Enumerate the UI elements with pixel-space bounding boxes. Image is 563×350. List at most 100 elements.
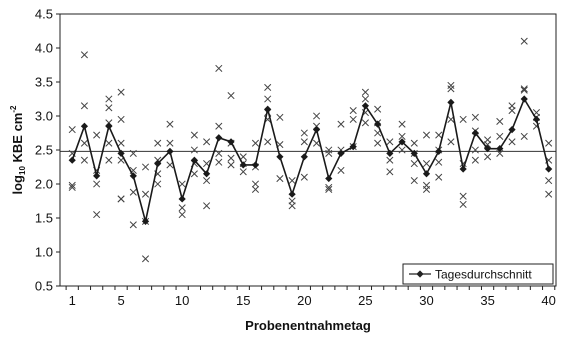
replicate-x-marker: [459, 115, 467, 123]
replicate-x-marker: [117, 115, 125, 123]
replicate-x-marker: [154, 180, 162, 188]
replicate-x-marker: [496, 149, 504, 157]
replicate-x-marker: [471, 146, 479, 154]
replicate-x-marker: [374, 139, 382, 147]
replicate-x-marker: [447, 138, 455, 146]
replicate-x-marker: [398, 132, 406, 140]
replicate-x-marker: [422, 131, 431, 139]
daily-average-point: [141, 217, 150, 225]
replicate-x-marker: [239, 153, 247, 161]
replicate-x-marker: [361, 95, 369, 103]
daily-average-point: [361, 102, 370, 110]
daily-average-point: [459, 165, 467, 173]
replicate-x-marker: [435, 173, 443, 181]
y-tick-label: 0.5: [35, 279, 53, 294]
replicate-x-marker: [447, 81, 455, 89]
daily-average-point: [349, 143, 357, 151]
y-tick-label: 1.5: [35, 211, 53, 226]
y-tick-label: 4.5: [35, 7, 53, 22]
replicate-x-marker: [325, 185, 333, 193]
y-axis-label-sup: -2: [9, 105, 18, 113]
replicate-x-marker: [105, 156, 113, 164]
replicate-x-marker: [93, 211, 101, 219]
replicate-x-marker: [398, 146, 406, 154]
replicate-x-marker: [117, 195, 125, 203]
replicate-x-marker: [520, 37, 528, 45]
replicate-x-marker: [435, 158, 443, 166]
daily-average-point: [276, 153, 284, 161]
replicate-x-marker: [203, 202, 211, 210]
daily-average-point: [545, 165, 553, 173]
daily-average-point: [422, 170, 431, 178]
daily-average-point: [520, 95, 528, 103]
daily-average-point: [471, 129, 479, 137]
y-tick-label: 3.0: [35, 109, 53, 124]
daily-average-point: [435, 147, 443, 155]
x-axis-ticks: 1 5 10 15 20 25 30 35 40: [65, 286, 556, 308]
replicate-x-marker: [471, 156, 479, 164]
replicate-x-marker: [227, 154, 235, 162]
replicate-x-marker: [459, 192, 467, 200]
replicate-x-marker: [386, 138, 394, 146]
replicate-x-marker: [93, 180, 101, 188]
replicate-markers-group: [68, 37, 553, 263]
replicate-x-marker: [545, 177, 553, 185]
daily-average-point: [374, 120, 382, 128]
replicate-x-marker: [68, 183, 76, 191]
daily-average-point: [447, 98, 455, 106]
daily-average-line: [71, 97, 550, 222]
replicate-x-marker: [545, 139, 553, 147]
daily-average-point: [508, 126, 516, 134]
replicate-x-marker: [215, 64, 223, 72]
replicate-x-marker: [349, 115, 357, 123]
daily-average-point: [227, 138, 235, 146]
replicate-x-marker: [190, 170, 198, 178]
daily-average-point: [410, 149, 418, 157]
replicate-x-marker: [117, 139, 125, 147]
daily-average-group: [68, 95, 553, 225]
replicate-x-marker: [251, 139, 260, 147]
replicate-x-marker: [129, 188, 137, 196]
y-tick-label: 3.5: [35, 75, 53, 90]
replicate-x-marker: [251, 180, 260, 188]
replicate-x-marker: [410, 139, 418, 147]
daily-average-point: [105, 122, 113, 130]
replicate-x-marker: [105, 104, 113, 112]
replicate-x-marker: [508, 107, 516, 115]
replicate-x-marker: [447, 85, 455, 93]
replicate-x-marker: [166, 120, 174, 128]
replicate-x-marker: [190, 131, 198, 139]
daily-average-point: [532, 115, 541, 123]
daily-average-point: [300, 153, 308, 161]
legend: Tagesdurchschnitt: [402, 263, 554, 285]
daily-average-point: [483, 145, 492, 153]
replicate-x-marker: [227, 92, 235, 100]
x-tick-label: 40: [541, 293, 555, 308]
replicate-x-marker: [496, 132, 504, 140]
replicate-x-marker: [276, 175, 284, 183]
replicate-x-marker: [288, 177, 296, 185]
daily-average-point: [386, 149, 394, 157]
x-tick-label: 35: [480, 293, 494, 308]
replicate-x-marker: [178, 180, 186, 188]
replicate-x-marker: [141, 163, 150, 171]
replicate-x-marker: [68, 126, 76, 134]
daily-average-point: [178, 195, 186, 203]
replicate-x-marker: [361, 88, 369, 96]
daily-average-point: [251, 161, 260, 169]
daily-average-point: [325, 174, 333, 183]
daily-average-point: [129, 172, 137, 180]
replicate-x-marker: [520, 85, 528, 93]
replicate-x-marker: [239, 168, 247, 176]
daily-average-point: [203, 170, 211, 178]
replicate-x-marker: [520, 86, 528, 94]
replicate-x-marker: [361, 119, 369, 127]
replicate-x-marker: [68, 181, 76, 189]
replicate-x-marker: [496, 117, 504, 125]
replicate-x-marker: [386, 168, 394, 176]
replicate-x-marker: [251, 185, 260, 193]
replicate-x-marker: [227, 161, 235, 169]
replicate-x-marker: [325, 183, 333, 191]
replicate-x-marker: [80, 102, 88, 110]
